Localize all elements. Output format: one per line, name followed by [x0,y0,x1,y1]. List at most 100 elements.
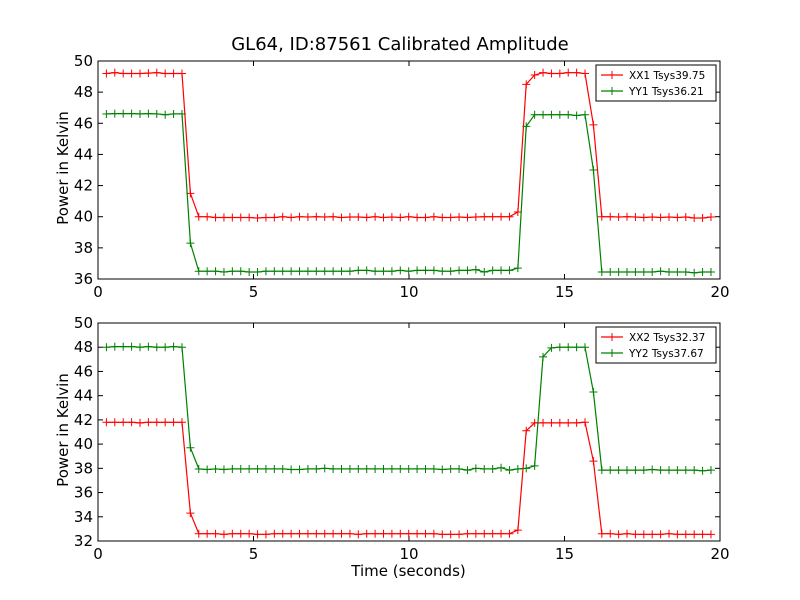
data-point [362,213,371,222]
data-point [186,443,195,452]
y-tick-label: 38 [74,239,93,257]
data-point [606,529,615,538]
data-point [698,530,707,539]
data-point [295,267,304,276]
data-point [287,465,296,474]
data-point [471,464,480,473]
data-point [639,530,648,539]
data-point [135,109,144,118]
data-point [488,464,497,473]
data-point [253,267,262,276]
data-point [656,530,665,539]
data-point [119,418,128,427]
data-point [438,530,447,539]
data-point [463,529,472,538]
data-point [589,457,598,466]
data-point [186,509,195,518]
data-point [564,110,573,119]
data-point [219,267,228,276]
legend-entry: YY2 Tsys37.67 [628,348,704,360]
data-point [270,464,279,473]
y-tick-label: 36 [74,484,93,502]
data-point [681,530,690,539]
data-point [539,352,548,361]
data-point [245,267,254,276]
data-point [169,418,178,427]
x-tick-label: 20 [710,283,729,301]
bottom-series-2 [102,342,715,475]
data-point [413,464,422,473]
data-point [144,418,153,427]
data-point [169,69,178,78]
data-point [664,529,673,538]
data-point [488,212,497,221]
data-point [614,530,623,539]
data-point [371,212,380,221]
data-point [371,267,380,276]
top-series-1 [102,68,715,222]
data-point [690,213,699,222]
data-point [203,212,212,221]
chart-title: GL64, ID:87561 Calibrated Amplitude [231,34,569,55]
data-point [513,464,522,473]
data-point [345,213,354,222]
data-point [236,267,245,276]
data-point [194,529,203,538]
data-point [135,418,144,427]
data-point [581,110,590,119]
data-point [127,109,136,118]
x-tick-label: 15 [555,283,574,301]
bottom-chart: 0 5 10 15 20 32 34 36 38 40 42 44 46 48 50 XX2 Tsys32.3… [74,314,730,563]
data-point [547,110,556,119]
data-point [648,267,657,276]
data-point [245,529,254,538]
data-point [396,213,405,222]
data-point [513,264,522,273]
data-point [581,69,590,78]
data-point [329,212,338,221]
data-point [312,212,321,221]
data-point [211,464,220,473]
data-point [522,464,531,473]
data-point [295,212,304,221]
data-point [555,110,564,119]
data-point [656,267,665,276]
top-legend: XX1 Tsys39.75 YY1 Tsys36.21 [595,64,717,102]
data-point [589,388,598,397]
data-point [102,418,111,427]
data-point [690,268,699,277]
data-point [623,529,632,538]
x-tick-label: 15 [555,545,574,563]
data-point [421,266,430,275]
data-point [639,213,648,222]
y-tick-label: 42 [74,177,93,195]
data-point [345,529,354,538]
data-point [135,69,144,78]
data-point [681,213,690,222]
data-point [110,68,119,77]
data-point [547,69,556,78]
x-tick-label: 20 [710,545,729,563]
data-point [161,69,170,78]
data-point [270,267,279,276]
data-point [161,343,170,352]
data-point [480,464,489,473]
data-point [312,529,321,538]
bottom-legend: XX2 Tsys32.37 YY2 Tsys37.67 [595,326,717,364]
data-point [497,266,506,275]
data-point [127,342,136,351]
data-point [463,213,472,222]
data-point [270,529,279,538]
data-point [505,466,514,475]
data-point [421,529,430,538]
y-tick-label: 42 [74,411,93,429]
data-point [152,68,161,77]
data-point [177,418,186,427]
data-point [631,213,640,222]
data-point [681,267,690,276]
data-point [219,465,228,474]
data-point [119,69,128,78]
data-point [429,529,438,538]
data-point [245,213,254,222]
data-point [387,529,396,538]
